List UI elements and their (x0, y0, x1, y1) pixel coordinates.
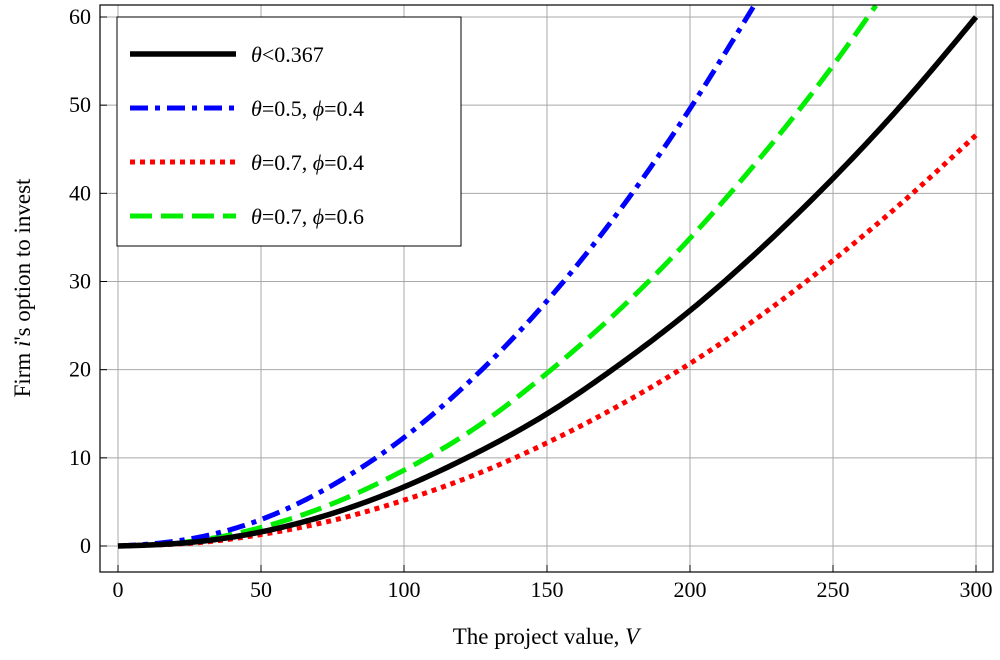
ticks (100, 16, 977, 572)
y-tick-label: 50 (69, 92, 91, 117)
legend-label: θ<0.367 (251, 42, 324, 67)
x-tick-label: 300 (960, 577, 993, 602)
series-layer (117, 5, 979, 549)
legend: θ<0.367 θ=0.5, ϕ=0.4 θ=0.7, ϕ=0.4 θ=0.7, ϕ=… (116, 16, 462, 247)
series-line (117, 5, 758, 549)
tick-labels: 0 50 100 150 200 250 300 0 10 20 30 40 50 60 (69, 4, 993, 602)
y-tick-label: 0 (80, 533, 91, 558)
y-tick-label: 40 (69, 180, 91, 205)
legend-label: θ=0.7, ϕ=0.6 (251, 204, 364, 229)
legend-label: θ=0.5, ϕ=0.4 (251, 96, 364, 121)
x-axis-title: The project value, V (453, 624, 642, 649)
y-tick-label: 60 (69, 4, 91, 29)
legend-label: θ=0.7, ϕ=0.4 (251, 150, 364, 175)
y-tick-label: 10 (69, 445, 91, 470)
x-tick-label: 250 (817, 577, 850, 602)
series-line (117, 5, 878, 549)
x-tick-label: 50 (250, 577, 272, 602)
y-tick-label: 20 (69, 357, 91, 382)
y-tick-label: 30 (69, 269, 91, 294)
y-axis-title: Firm i's option to invest (10, 178, 35, 397)
x-tick-label: 100 (388, 577, 421, 602)
x-tick-label: 0 (113, 577, 124, 602)
x-tick-label: 200 (674, 577, 707, 602)
series-line (117, 15, 979, 549)
x-tick-label: 150 (531, 577, 564, 602)
